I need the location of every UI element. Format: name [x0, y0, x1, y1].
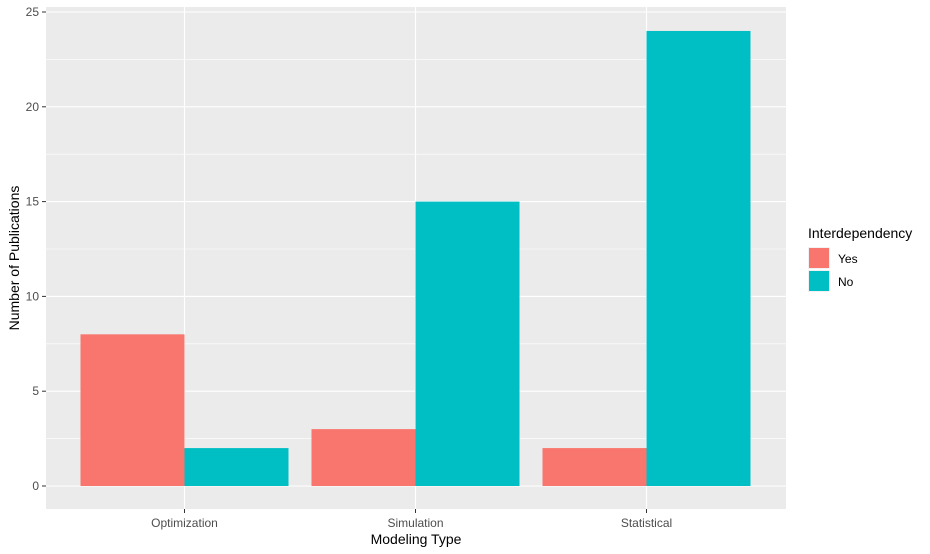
legend-swatch-yes — [809, 248, 829, 268]
x-tick-label: Statistical — [621, 516, 672, 530]
legend: Interdependency Yes No — [808, 225, 912, 292]
y-tick-label: 10 — [26, 289, 40, 303]
x-axis: Optimization Simulation Statistical — [151, 509, 672, 530]
bar-no-optimization — [184, 448, 289, 486]
y-tick-label: 15 — [26, 195, 40, 209]
x-tick-label: Optimization — [151, 516, 218, 530]
y-axis: 0 5 10 15 20 25 — [26, 5, 46, 493]
bar-no-simulation — [415, 201, 520, 486]
legend-swatch-no — [809, 271, 829, 291]
y-axis-title: Number of Publications — [6, 186, 22, 331]
x-axis-title: Modeling Type — [371, 531, 462, 547]
legend-title: Interdependency — [808, 225, 912, 241]
bars — [80, 30, 751, 487]
y-tick-label: 20 — [26, 100, 40, 114]
x-tick-label: Simulation — [387, 516, 443, 530]
bar-no-statistical — [646, 30, 751, 487]
y-tick-label: 25 — [26, 5, 40, 19]
bar-yes-optimization — [80, 334, 185, 486]
legend-items: Yes No — [808, 247, 858, 292]
legend-label-no: No — [838, 275, 854, 289]
bar-yes-simulation — [311, 429, 416, 486]
y-tick-label: 5 — [32, 384, 39, 398]
bar-yes-statistical — [542, 448, 647, 486]
y-tick-label: 0 — [32, 479, 39, 493]
legend-label-yes: Yes — [838, 252, 858, 266]
